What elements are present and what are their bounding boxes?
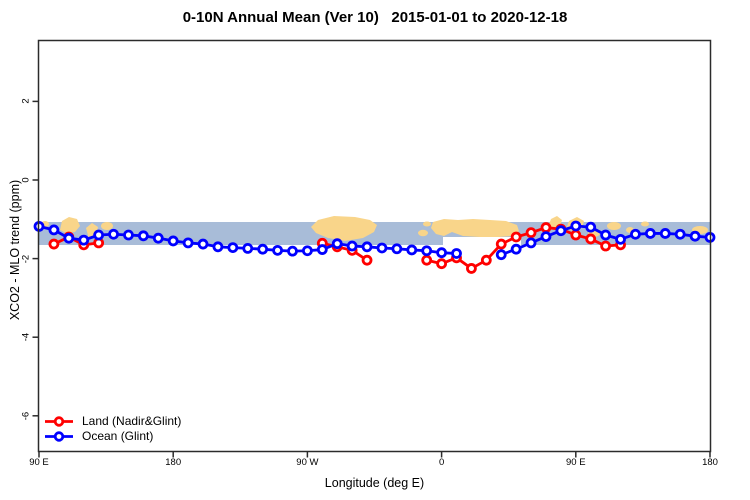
y-tick-label: 2 bbox=[20, 98, 32, 105]
series-point-ocean bbox=[78, 234, 90, 246]
legend-marker-icon bbox=[45, 431, 73, 442]
series-point-land bbox=[495, 238, 507, 250]
series-point-ocean bbox=[93, 229, 105, 241]
x-tick-label: 0 bbox=[438, 457, 445, 468]
series-point-ocean bbox=[436, 247, 448, 259]
series-point-land bbox=[525, 227, 537, 239]
x-tick-label: 180 bbox=[702, 457, 718, 468]
series-line-land bbox=[320, 241, 369, 262]
series-point-ocean bbox=[451, 248, 462, 259]
map-land-patch bbox=[423, 221, 431, 227]
series-point-ocean bbox=[137, 230, 149, 242]
series-point-ocean bbox=[630, 228, 641, 240]
series-point-ocean bbox=[495, 249, 507, 261]
series-point-ocean bbox=[555, 225, 567, 237]
series-point-ocean bbox=[525, 237, 537, 249]
series-point-ocean bbox=[376, 242, 388, 254]
legend-row: Land (Nadir&Glint) bbox=[44, 414, 181, 429]
y-tick-label: 0 bbox=[20, 177, 32, 183]
x-tick-label: 90 W bbox=[296, 457, 319, 468]
series-point-ocean bbox=[197, 238, 209, 250]
series-point-ocean bbox=[540, 231, 552, 242]
x-axis-title: Longitude (deg E) bbox=[324, 476, 425, 490]
series-point-land bbox=[48, 238, 60, 250]
map-ocean-notch bbox=[443, 237, 521, 245]
series-point-ocean bbox=[123, 229, 134, 241]
series-line-land bbox=[52, 235, 101, 247]
series-point-land bbox=[421, 254, 433, 266]
series-point-ocean bbox=[510, 243, 522, 255]
series-point-land bbox=[570, 229, 582, 241]
series-point-land bbox=[466, 263, 477, 274]
legend-label: Land (Nadir&Glint) bbox=[82, 414, 182, 428]
plot-border bbox=[37, 39, 712, 453]
x-tick-label: 90 E bbox=[566, 457, 586, 468]
map-land-patch bbox=[311, 216, 377, 241]
series-point-ocean bbox=[391, 243, 403, 255]
map-land-patch bbox=[418, 229, 428, 237]
series-point-land bbox=[361, 254, 373, 266]
series-point-ocean bbox=[644, 228, 656, 239]
series-point-ocean bbox=[242, 242, 254, 254]
series-point-land bbox=[480, 254, 492, 266]
series-point-ocean bbox=[585, 221, 597, 233]
series-point-ocean bbox=[570, 220, 582, 232]
series-point-ocean bbox=[674, 228, 686, 240]
series-point-land bbox=[600, 240, 612, 252]
series-point-ocean bbox=[689, 230, 701, 242]
chart-title: 0-10N Annual Mean (Ver 10) 2015-01-01 to… bbox=[182, 9, 568, 26]
y-tick-label: -2 bbox=[20, 254, 32, 263]
series-point-ocean bbox=[301, 245, 313, 257]
series-point-ocean bbox=[272, 244, 283, 256]
legend-row: Ocean (Glint) bbox=[44, 429, 181, 444]
legend: Land (Nadir&Glint) Ocean (Glint) bbox=[44, 414, 181, 444]
series-point-ocean bbox=[659, 228, 671, 239]
series-point-ocean bbox=[316, 244, 328, 255]
series-point-ocean bbox=[227, 242, 239, 253]
series-point-ocean bbox=[331, 238, 343, 250]
series-point-ocean bbox=[48, 224, 60, 236]
series-point-ocean bbox=[182, 237, 194, 249]
legend-label: Ocean (Glint) bbox=[82, 429, 154, 443]
series-point-ocean bbox=[63, 232, 75, 244]
series-point-ocean bbox=[287, 245, 298, 257]
map-land-patch bbox=[101, 222, 113, 230]
series-point-ocean bbox=[167, 235, 179, 247]
map-land-patch bbox=[641, 221, 649, 227]
series-point-land bbox=[540, 222, 552, 233]
series-point-land bbox=[585, 233, 597, 245]
series-point-ocean bbox=[212, 241, 224, 253]
series-point-ocean bbox=[361, 241, 373, 253]
series-point-ocean bbox=[257, 243, 269, 255]
series-point-land bbox=[436, 258, 448, 270]
map-land-patch bbox=[607, 222, 621, 230]
map-land-patch bbox=[60, 217, 80, 233]
y-tick-label: -4 bbox=[20, 332, 32, 342]
x-tick-label: 90 E bbox=[29, 457, 49, 468]
series-point-ocean bbox=[406, 244, 418, 256]
legend-marker-icon bbox=[45, 416, 73, 427]
series-point-ocean bbox=[108, 228, 119, 240]
series-point-ocean bbox=[152, 232, 164, 244]
series-point-ocean bbox=[421, 245, 433, 257]
y-tick-label: -6 bbox=[20, 411, 32, 421]
series-point-ocean bbox=[615, 233, 626, 245]
x-tick-label: 180 bbox=[165, 457, 182, 468]
map-land-patch bbox=[431, 219, 519, 237]
series-point-ocean bbox=[600, 229, 612, 241]
series-point-land bbox=[510, 231, 522, 243]
series-point-ocean bbox=[346, 240, 358, 252]
